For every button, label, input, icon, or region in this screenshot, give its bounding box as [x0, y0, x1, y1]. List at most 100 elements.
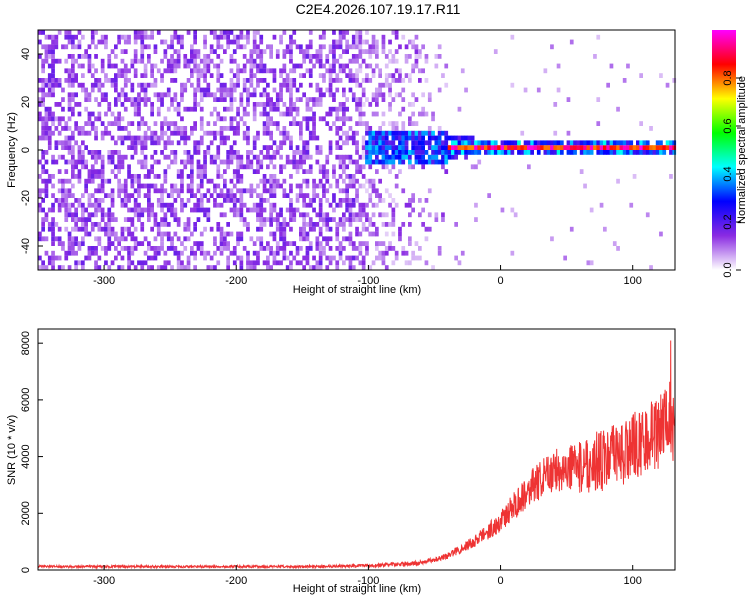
spectrogram-cell [391, 78, 396, 83]
spectrogram-cell [269, 231, 273, 237]
spectrogram-cell [209, 140, 214, 146]
spectrogram-cell [44, 130, 49, 136]
spectrogram-cell [325, 188, 330, 194]
spectrogram-cell [322, 212, 326, 218]
spectrogram-cell [232, 39, 237, 45]
spectrogram-cell [67, 140, 72, 146]
spectrogram-cell [100, 164, 105, 170]
spectrogram-cell [229, 102, 234, 107]
spectrogram-cell [170, 212, 174, 218]
spectrogram-cell [556, 145, 561, 150]
spectrogram-cell [236, 68, 240, 74]
spectrogram-cell [451, 140, 455, 146]
spectrogram-cell [104, 73, 108, 78]
spectrogram-cell [474, 202, 478, 208]
spectrogram-cell [308, 241, 313, 246]
spectrogram-cell [295, 97, 300, 102]
spectrogram-cell [100, 246, 105, 251]
spectrogram-cell [94, 30, 98, 35]
spectrogram-cell [97, 207, 102, 213]
spectrogram-cell [368, 164, 373, 170]
spectrogram-cell [133, 54, 138, 59]
spectrogram-cell [371, 150, 376, 155]
spectrogram-cell [127, 145, 131, 150]
spectrogram-cell [216, 246, 221, 251]
spectrogram-cell [375, 154, 379, 160]
spectrogram-cell [71, 78, 75, 83]
spectrogram-cell [180, 207, 184, 213]
spectrogram-cell [401, 97, 406, 102]
spectrogram-cell [421, 135, 425, 141]
spectrogram-cell [170, 183, 174, 189]
spectrogram-cell [404, 140, 409, 146]
spectrogram-cell [289, 212, 293, 218]
spectrogram-cell [510, 140, 515, 146]
spectrogram-cell [232, 246, 237, 251]
spectrogram-cell [460, 140, 465, 146]
spectrogram-cell [358, 202, 363, 208]
spectrogram-cell [414, 154, 419, 160]
spectrogram-cell [358, 54, 363, 59]
spectrogram-cell [279, 169, 283, 174]
spectrogram-cell [358, 207, 363, 213]
spectrogram-cell [299, 188, 303, 194]
spectrogram-cell [308, 106, 313, 112]
spectrogram-cell [74, 126, 78, 131]
spectrogram-cell [104, 97, 108, 102]
spectrogram-cell [209, 159, 214, 165]
spectrogram-cell [153, 174, 158, 179]
spectrogram-cell [51, 236, 55, 242]
spectrogram-cell [123, 78, 128, 83]
spectrogram-cell [206, 145, 211, 150]
spectrogram-cell [520, 130, 525, 136]
spectrogram-cell [358, 63, 363, 69]
spectrogram-cell [361, 260, 366, 266]
spectrogram-cell [421, 140, 425, 146]
spectrogram-cell [259, 54, 264, 59]
spectrogram-cell [44, 178, 49, 184]
spectrogram-cell [133, 111, 138, 117]
spectrogram-cell [41, 87, 45, 93]
spectrogram-cell [490, 140, 495, 146]
spectrogram-cell [61, 198, 65, 203]
spectrogram-cell [464, 154, 468, 160]
spectrogram-cell [665, 145, 670, 150]
spectrogram-cell [153, 236, 158, 242]
spectrogram-cell [477, 150, 482, 155]
spectrogram-cell [348, 198, 353, 203]
spectrogram-cell [332, 30, 336, 35]
spectrogram-cell [342, 169, 346, 174]
spectrogram-cell [345, 130, 349, 136]
spectrogram-cell [67, 34, 72, 40]
spectrogram-cell [229, 68, 234, 74]
spectrogram-cell [586, 150, 591, 155]
spectrogram-cell [285, 255, 290, 261]
spectrogram-cell [232, 198, 237, 203]
spectrogram-cell [358, 183, 363, 189]
spectrogram-cell [441, 73, 445, 78]
spectrogram-cell [229, 198, 234, 203]
spectrogram-cell [368, 178, 373, 184]
spectrogram-cell [361, 183, 366, 189]
spectrogram-cell [143, 121, 148, 126]
spectrogram-cell [81, 265, 85, 270]
spectrogram-cell [193, 54, 197, 59]
spectrogram-cell [183, 82, 188, 88]
spectrogram-cell [305, 202, 310, 208]
spectrogram-cell [279, 231, 283, 237]
spectrogram-cell [361, 226, 366, 232]
spectrogram-cell [249, 73, 254, 78]
spectrogram-cell [226, 39, 230, 45]
spectrogram-cell [275, 145, 280, 150]
spectrogram-cell [665, 82, 670, 88]
spectrogram-cell [71, 250, 75, 256]
spectrogram-cell [97, 174, 102, 179]
spectrogram-cell [199, 246, 204, 251]
spectrogram-cell [232, 202, 237, 208]
spectrogram-cell [176, 250, 181, 256]
spectrogram-cell [219, 30, 224, 35]
spectrogram-cell [398, 231, 402, 237]
spectrogram-cell [199, 92, 204, 98]
spectrogram-cell [368, 183, 373, 189]
spectrogram-cell [375, 188, 379, 194]
